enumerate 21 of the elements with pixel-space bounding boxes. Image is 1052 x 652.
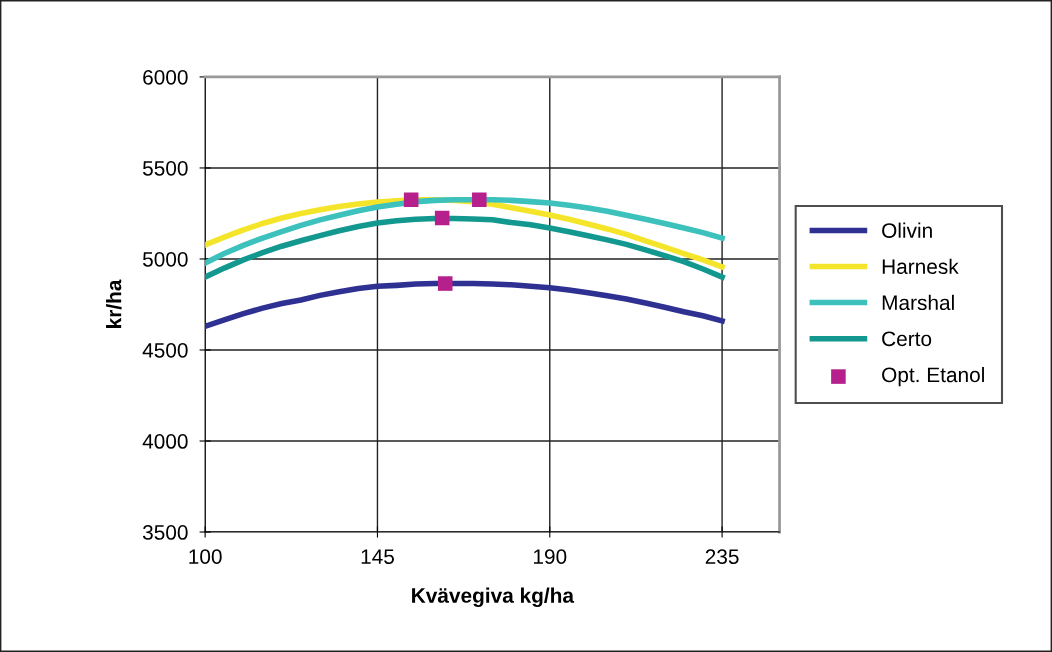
point bbox=[472, 192, 487, 208]
legend-label: Marshal bbox=[882, 294, 954, 311]
legend-label: Certo bbox=[882, 331, 932, 347]
x-tick-label: 100 bbox=[189, 549, 222, 564]
y-tick-label: 3500 bbox=[142, 525, 188, 540]
x-tick-label: 235 bbox=[705, 549, 739, 564]
legend-label: Opt. Etanol bbox=[882, 366, 984, 387]
y-tick-label: 5000 bbox=[142, 251, 188, 267]
legend-label: Harnesk bbox=[882, 258, 959, 274]
legend-label: Olivin bbox=[882, 222, 932, 238]
x-axis-title: Kvävegiva kg/ha bbox=[412, 587, 575, 608]
point bbox=[437, 276, 453, 291]
x-tick-label: 145 bbox=[361, 549, 394, 564]
y-axis-title: kr/ha bbox=[106, 279, 122, 328]
y-tick-label: 4500 bbox=[142, 342, 188, 358]
point bbox=[403, 192, 419, 208]
x-tick-label: 190 bbox=[533, 549, 567, 564]
point bbox=[434, 210, 450, 226]
y-tick-label: 5500 bbox=[142, 160, 188, 176]
y-tick-label: 6000 bbox=[143, 69, 188, 85]
y-tick-label: 4000 bbox=[142, 434, 188, 449]
